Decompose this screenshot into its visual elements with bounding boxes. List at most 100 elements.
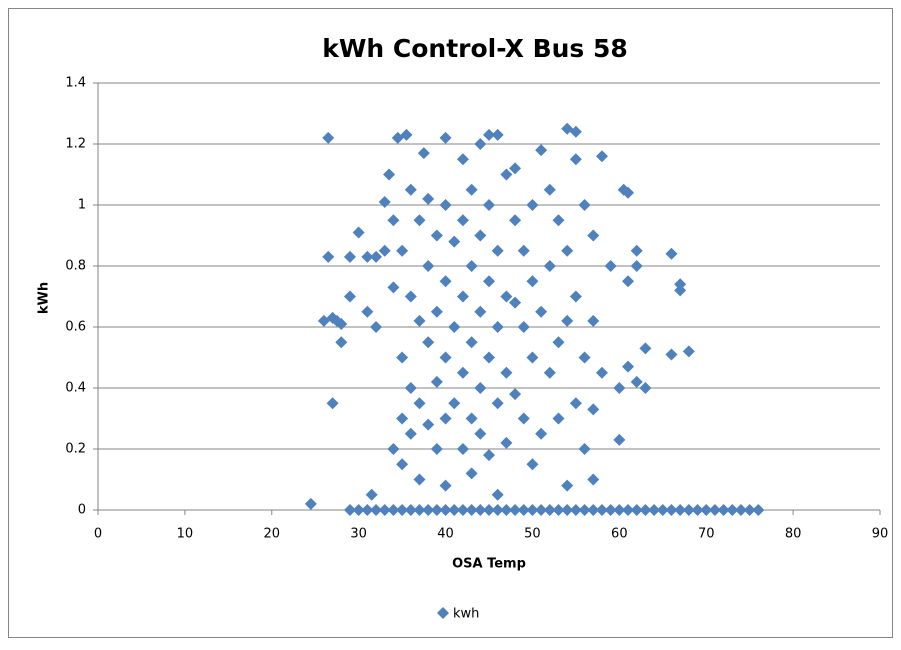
data-point [361, 504, 374, 516]
data-point [613, 382, 626, 394]
data-point [535, 504, 548, 516]
data-point [526, 458, 539, 471]
y-tick-label: 0 [78, 503, 86, 518]
data-point [587, 504, 600, 516]
legend-label: kwh [453, 607, 479, 622]
data-point [474, 229, 487, 242]
data-point [396, 412, 409, 425]
data-point [587, 229, 600, 242]
data-point [509, 296, 522, 309]
data-point [682, 345, 695, 358]
data-point [474, 382, 487, 394]
data-point [648, 504, 661, 516]
data-point [439, 412, 452, 425]
data-point [439, 504, 452, 516]
chart-border [8, 8, 893, 638]
data-point [717, 504, 730, 516]
data-point [404, 382, 417, 394]
data-point [404, 183, 417, 196]
data-point [604, 504, 617, 516]
data-point [682, 504, 695, 516]
data-point [569, 397, 582, 410]
data-point [370, 250, 383, 263]
data-point [343, 504, 356, 516]
data-point [474, 305, 487, 318]
data-point [430, 504, 443, 516]
data-point [483, 275, 495, 288]
data-point [474, 427, 487, 440]
data-point [465, 336, 478, 349]
data-point [465, 260, 478, 272]
data-point [335, 336, 348, 349]
x-tick-label: 20 [264, 527, 281, 542]
data-point [483, 449, 495, 462]
data-point [465, 183, 478, 196]
y-axis-label: kWh [37, 282, 52, 314]
data-point [456, 290, 469, 303]
data-point [578, 351, 591, 364]
data-point [365, 488, 378, 501]
data-point [535, 427, 548, 440]
x-tick-label: 60 [611, 527, 628, 542]
data-point [448, 504, 461, 516]
y-tick-label: 1.2 [65, 137, 86, 152]
data-point [509, 504, 522, 516]
data-point [552, 336, 565, 349]
data-point [413, 473, 426, 486]
data-point [613, 504, 626, 516]
data-point [578, 199, 591, 211]
data-point [622, 360, 635, 373]
data-point [535, 305, 548, 318]
data-point [622, 186, 635, 199]
data-point [500, 168, 513, 181]
data-point [587, 403, 600, 416]
data-point [569, 125, 582, 138]
data-point [595, 504, 608, 516]
data-point [400, 128, 413, 141]
data-point [387, 281, 400, 294]
data-point [430, 375, 443, 388]
data-point [552, 214, 565, 227]
data-point [465, 504, 478, 516]
data-point [595, 366, 608, 379]
data-point [665, 348, 678, 361]
legend-marker [437, 607, 449, 619]
data-point [578, 443, 591, 455]
data-point [439, 479, 452, 492]
data-point [383, 168, 396, 181]
data-point [413, 397, 426, 410]
data-point [439, 275, 452, 288]
data-point [700, 504, 713, 516]
data-point [569, 153, 582, 166]
data-point [500, 366, 513, 379]
data-point [509, 214, 522, 227]
y-tick-label: 1.4 [65, 76, 86, 91]
data-point [743, 504, 756, 516]
data-point [322, 131, 335, 144]
data-point [456, 443, 469, 455]
data-point [491, 488, 504, 501]
data-point [378, 244, 391, 257]
data-point [578, 504, 591, 516]
data-point [483, 351, 495, 364]
data-point [413, 314, 426, 327]
data-point [674, 278, 687, 291]
x-axis-label: OSA Temp [452, 557, 526, 572]
data-point [517, 504, 530, 516]
data-point [456, 153, 469, 166]
data-point [630, 504, 643, 516]
data-point [509, 388, 522, 401]
data-point [474, 138, 487, 150]
data-point [378, 195, 391, 208]
data-point [448, 321, 461, 333]
data-point [474, 504, 487, 516]
data-point [396, 504, 409, 516]
data-point [622, 275, 635, 288]
data-point [500, 436, 513, 449]
data-point [465, 412, 478, 425]
data-point [561, 479, 574, 492]
data-point [361, 250, 374, 263]
data-point [526, 504, 539, 516]
data-point [639, 504, 652, 516]
